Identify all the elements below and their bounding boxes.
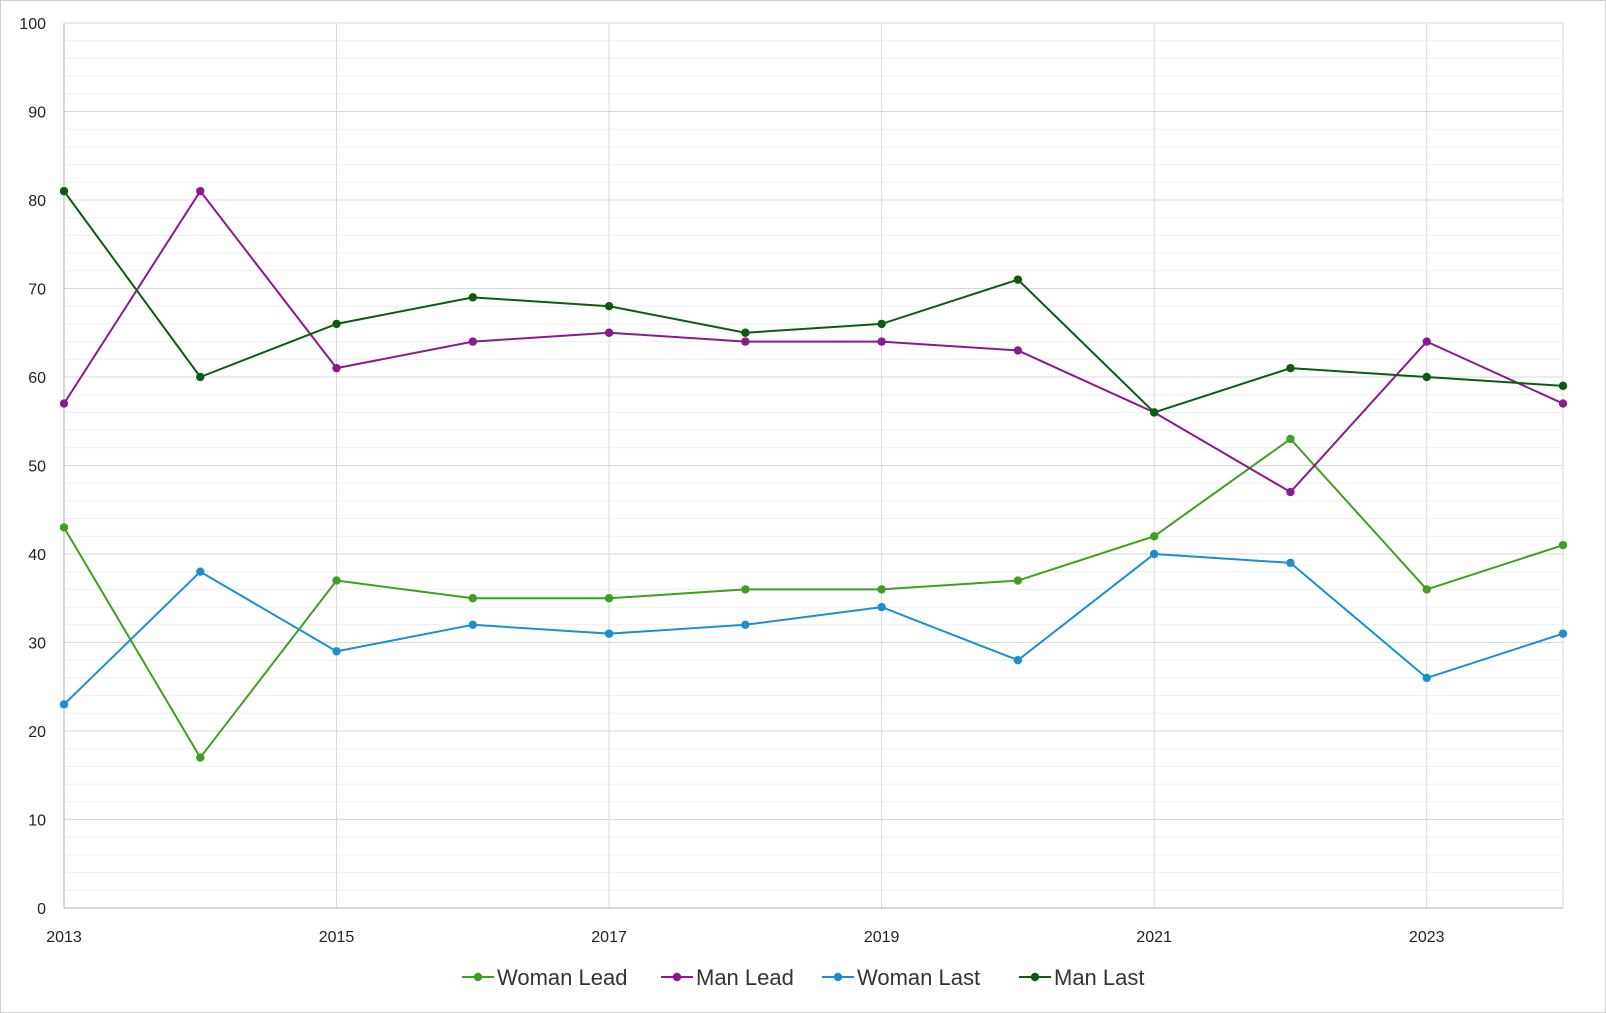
- series-woman-lead: [59, 434, 1568, 762]
- data-point-woman-lead: [1149, 532, 1159, 541]
- data-point-woman-last: [59, 700, 69, 709]
- data-point-man-last: [741, 328, 750, 337]
- data-point-man-lead: [332, 363, 341, 373]
- y-tick-label: 20: [28, 724, 46, 741]
- data-point-woman-lead: [604, 594, 614, 603]
- x-tick-label: 2017: [591, 929, 627, 946]
- data-point-woman-last: [877, 602, 886, 612]
- y-tick-label: 80: [28, 193, 46, 210]
- x-tick-label: 2019: [864, 929, 900, 946]
- data-point-man-last: [332, 319, 341, 329]
- data-point-woman-last: [196, 567, 205, 576]
- series-man-lead: [59, 186, 1568, 497]
- series-line-man-lead: [63, 190, 1564, 494]
- legend-item-woman-lead: Woman Lead: [462, 965, 627, 990]
- data-point-man-last: [1422, 372, 1431, 382]
- data-point-man-last: [877, 319, 886, 329]
- data-point-woman-last: [1013, 656, 1023, 665]
- series-lines: [59, 186, 1568, 762]
- y-axis-tick-labels: 0 10 20 30 40 50 60 70 80 90 100: [19, 16, 46, 918]
- data-point-man-last: [604, 302, 614, 311]
- legend-item-woman-last: Woman Last: [822, 965, 980, 990]
- data-point-woman-lead: [877, 585, 886, 594]
- legend-label: Man Last: [1054, 965, 1145, 990]
- x-tick-label: 2015: [319, 929, 355, 946]
- series-line-woman-last: [63, 553, 1564, 706]
- data-point-woman-last: [332, 647, 341, 656]
- data-point-man-last: [196, 372, 205, 382]
- y-tick-label: 30: [28, 636, 46, 653]
- series-line-woman-lead: [63, 437, 1564, 759]
- data-point-woman-last: [741, 620, 750, 629]
- x-axis-tick-labels: 2013 2015 2017 2019 2021 2023: [46, 929, 1444, 946]
- x-tick-label: 2013: [46, 929, 82, 946]
- data-point-man-last: [1286, 363, 1295, 373]
- y-tick-label: 0: [37, 901, 46, 918]
- data-point-woman-lead: [1558, 540, 1568, 550]
- legend-item-man-lead: Man Lead: [661, 965, 794, 990]
- data-point-man-lead: [1013, 346, 1023, 355]
- y-tick-label: 70: [28, 282, 46, 299]
- legend: Woman Lead Man Lead Woman Last Man Last: [462, 965, 1145, 990]
- data-point-woman-last: [468, 620, 478, 629]
- axes: [63, 23, 1563, 909]
- data-point-man-lead: [604, 328, 614, 337]
- data-point-woman-lead: [1422, 585, 1431, 594]
- legend-label: Woman Last: [857, 965, 980, 990]
- data-point-man-last: [468, 293, 478, 302]
- series-man-last: [59, 186, 1568, 417]
- data-point-man-lead: [196, 186, 205, 196]
- data-point-woman-lead: [332, 576, 341, 585]
- data-point-man-last: [1013, 275, 1023, 284]
- x-tick-label: 2021: [1136, 929, 1172, 946]
- y-tick-label: 60: [28, 370, 46, 387]
- y-tick-label: 50: [28, 459, 46, 476]
- series-line-man-last: [63, 190, 1564, 414]
- legend-marker: [672, 972, 682, 982]
- legend-label: Woman Lead: [497, 965, 627, 990]
- data-point-man-lead: [1286, 487, 1295, 497]
- data-point-man-last: [1149, 408, 1159, 417]
- data-point-woman-lead: [741, 585, 750, 594]
- legend-label: Man Lead: [696, 965, 794, 990]
- minor-gridlines: [64, 40, 1563, 891]
- y-tick-label: 100: [19, 16, 46, 33]
- y-tick-label: 90: [28, 105, 46, 122]
- data-point-man-lead: [877, 337, 886, 346]
- legend-marker: [473, 972, 483, 982]
- series-woman-last: [59, 549, 1568, 709]
- data-point-woman-last: [1422, 673, 1431, 683]
- x-tick-label: 2023: [1409, 929, 1445, 946]
- legend-item-man-last: Man Last: [1019, 965, 1145, 990]
- data-point-man-last: [59, 186, 69, 196]
- legend-marker: [1030, 972, 1040, 982]
- data-point-woman-lead: [1286, 434, 1295, 444]
- data-point-woman-last: [1149, 549, 1159, 559]
- y-tick-label: 40: [28, 547, 46, 564]
- data-point-woman-lead: [59, 523, 69, 532]
- data-point-man-lead: [741, 337, 750, 346]
- data-point-man-lead: [59, 399, 69, 408]
- data-point-woman-last: [604, 629, 614, 638]
- data-point-man-lead: [1422, 337, 1431, 346]
- data-point-man-lead: [468, 337, 478, 346]
- data-point-woman-lead: [196, 753, 205, 762]
- data-point-man-lead: [1558, 399, 1568, 408]
- data-point-man-last: [1558, 381, 1568, 391]
- data-point-woman-last: [1558, 629, 1568, 638]
- legend-marker: [833, 972, 843, 982]
- y-tick-label: 10: [28, 813, 46, 830]
- data-point-woman-lead: [1013, 576, 1023, 585]
- data-point-woman-lead: [468, 594, 478, 603]
- data-point-woman-last: [1286, 558, 1295, 568]
